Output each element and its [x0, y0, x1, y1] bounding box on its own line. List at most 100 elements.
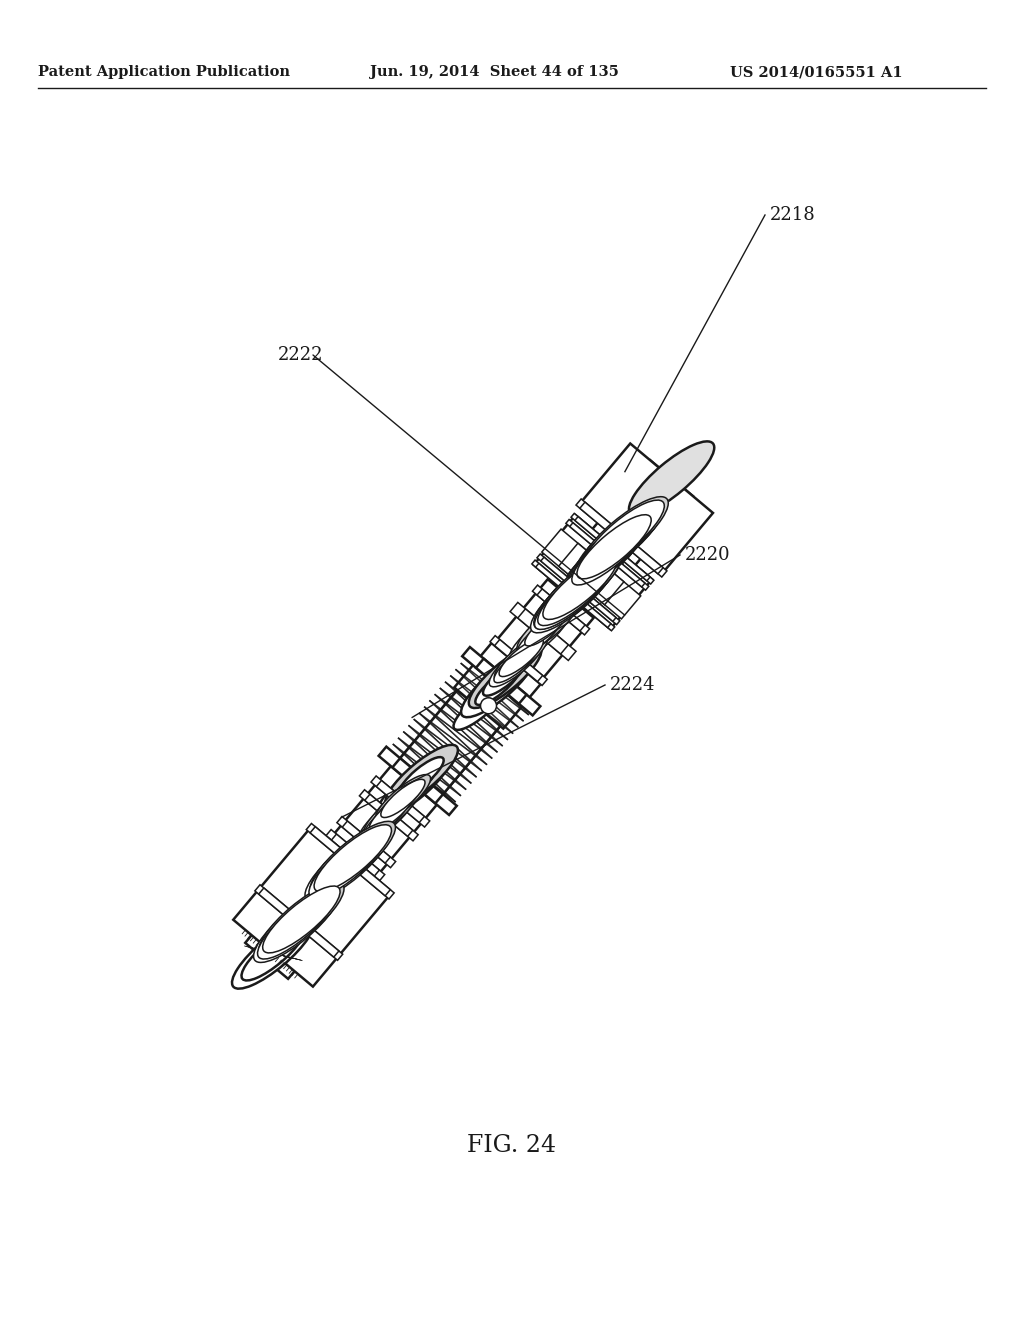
Ellipse shape — [584, 500, 665, 570]
Ellipse shape — [649, 459, 693, 498]
Polygon shape — [332, 644, 539, 875]
Ellipse shape — [543, 556, 617, 619]
Polygon shape — [566, 520, 649, 590]
Ellipse shape — [578, 543, 625, 583]
Ellipse shape — [538, 561, 612, 626]
Ellipse shape — [381, 779, 425, 817]
Polygon shape — [537, 554, 620, 624]
Polygon shape — [495, 579, 594, 681]
Polygon shape — [455, 643, 541, 729]
Polygon shape — [359, 789, 418, 841]
Ellipse shape — [326, 834, 381, 882]
Circle shape — [401, 792, 415, 805]
Polygon shape — [542, 529, 641, 619]
Polygon shape — [571, 513, 654, 583]
Ellipse shape — [342, 826, 386, 865]
Polygon shape — [259, 888, 339, 957]
Text: 2224: 2224 — [610, 676, 655, 694]
Ellipse shape — [469, 645, 542, 708]
Ellipse shape — [573, 511, 655, 582]
Ellipse shape — [530, 562, 612, 632]
Ellipse shape — [524, 607, 569, 645]
Text: 2222: 2222 — [278, 346, 324, 364]
Ellipse shape — [494, 644, 539, 682]
Ellipse shape — [370, 780, 425, 829]
Ellipse shape — [532, 562, 611, 631]
Polygon shape — [559, 544, 624, 605]
Text: FIG. 24: FIG. 24 — [467, 1134, 557, 1156]
Ellipse shape — [245, 941, 289, 979]
Ellipse shape — [259, 883, 344, 956]
Text: 2218: 2218 — [770, 206, 816, 224]
Polygon shape — [255, 884, 343, 961]
Ellipse shape — [331, 828, 386, 876]
Ellipse shape — [461, 655, 534, 717]
Text: Patent Application Publication: Patent Application Publication — [38, 65, 290, 79]
Ellipse shape — [365, 799, 409, 837]
Polygon shape — [510, 602, 577, 660]
Polygon shape — [331, 766, 437, 876]
Ellipse shape — [314, 825, 391, 891]
Polygon shape — [377, 780, 424, 822]
Polygon shape — [476, 659, 526, 704]
Ellipse shape — [375, 775, 430, 822]
Polygon shape — [326, 829, 385, 880]
Ellipse shape — [309, 830, 386, 898]
Ellipse shape — [242, 925, 305, 981]
Polygon shape — [379, 747, 457, 814]
Polygon shape — [490, 636, 547, 685]
Ellipse shape — [537, 594, 581, 632]
Ellipse shape — [336, 833, 380, 871]
Polygon shape — [574, 516, 650, 581]
Ellipse shape — [509, 610, 569, 661]
Ellipse shape — [257, 892, 335, 960]
Ellipse shape — [558, 565, 605, 606]
Ellipse shape — [569, 515, 652, 586]
Ellipse shape — [370, 793, 414, 832]
Ellipse shape — [499, 639, 544, 677]
Ellipse shape — [577, 515, 651, 579]
Ellipse shape — [578, 503, 663, 577]
Ellipse shape — [517, 601, 577, 653]
Polygon shape — [531, 560, 614, 631]
Polygon shape — [537, 589, 585, 631]
Ellipse shape — [336, 821, 391, 869]
Ellipse shape — [341, 816, 396, 863]
Ellipse shape — [305, 828, 390, 902]
Ellipse shape — [517, 616, 561, 655]
Polygon shape — [306, 824, 394, 899]
Polygon shape — [371, 776, 430, 828]
Polygon shape — [580, 502, 664, 574]
Ellipse shape — [564, 521, 647, 593]
Ellipse shape — [331, 840, 375, 878]
Ellipse shape — [483, 657, 527, 696]
Ellipse shape — [580, 496, 669, 573]
Polygon shape — [532, 585, 590, 635]
Ellipse shape — [574, 503, 664, 579]
Ellipse shape — [385, 744, 458, 808]
Polygon shape — [569, 523, 645, 587]
Ellipse shape — [571, 521, 646, 585]
Polygon shape — [310, 826, 390, 896]
Ellipse shape — [310, 821, 395, 895]
Polygon shape — [577, 499, 667, 577]
Ellipse shape — [392, 767, 436, 804]
Ellipse shape — [376, 785, 420, 824]
Polygon shape — [332, 834, 379, 876]
Ellipse shape — [547, 578, 594, 619]
Ellipse shape — [347, 820, 391, 858]
Ellipse shape — [629, 441, 715, 515]
Polygon shape — [365, 795, 413, 837]
Ellipse shape — [330, 837, 377, 878]
Ellipse shape — [568, 517, 650, 589]
Ellipse shape — [391, 764, 438, 805]
Ellipse shape — [364, 788, 419, 836]
Ellipse shape — [310, 824, 392, 895]
Ellipse shape — [494, 642, 541, 682]
Ellipse shape — [454, 686, 504, 730]
Ellipse shape — [573, 519, 648, 582]
Ellipse shape — [232, 917, 314, 989]
Ellipse shape — [535, 565, 609, 630]
Polygon shape — [536, 564, 611, 627]
Ellipse shape — [489, 640, 543, 686]
